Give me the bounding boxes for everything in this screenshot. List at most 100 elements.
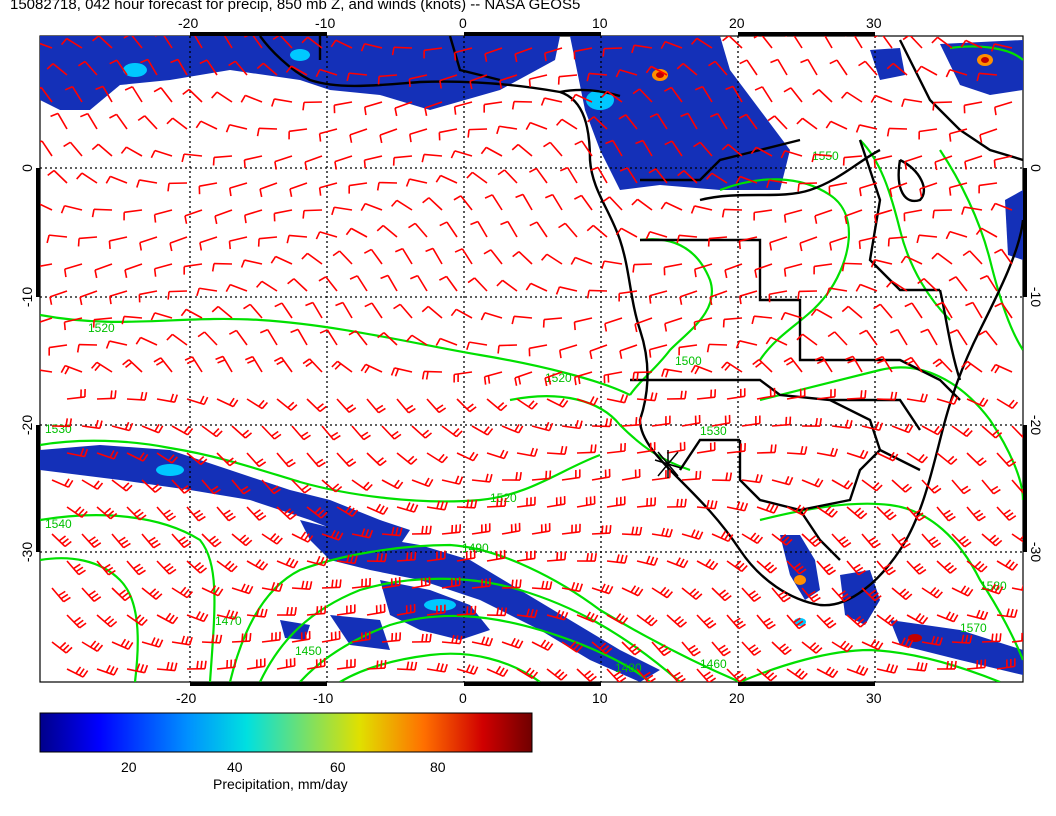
wind-barb (102, 86, 113, 103)
wind-barb (378, 74, 398, 78)
wind-barb-flag (270, 256, 277, 264)
wind-barb-flag (199, 395, 205, 404)
wind-barb-flag (690, 365, 696, 373)
wind-barb-flag (804, 446, 808, 455)
wind-barb-flag (540, 639, 547, 647)
wind-barb-flag (810, 593, 819, 600)
wind-barb-flag (210, 485, 219, 492)
wind-barb-flag (948, 187, 952, 196)
wind-barb (246, 506, 260, 521)
wind-barb-flag (995, 539, 1003, 547)
wind-barb (139, 290, 158, 296)
wind-barb-flag (213, 586, 220, 595)
wind-barb-flag (570, 257, 576, 265)
wind-barb-flag (948, 276, 957, 282)
wind-barb-flag (73, 616, 81, 623)
wind-barb (309, 358, 323, 373)
wind-barb-flag (855, 284, 861, 292)
wind-barb-flag (197, 331, 206, 338)
wind-barb (771, 641, 786, 656)
wind-barb-flag (680, 498, 683, 507)
wind-barb-flag (331, 360, 339, 368)
wind-barb (456, 398, 471, 413)
wind-barb-flag (813, 596, 821, 603)
wind-barb-flag (368, 529, 374, 538)
wind-barb (919, 182, 938, 190)
wind-barb-flag (753, 534, 760, 542)
wind-barb-flag (628, 643, 636, 650)
wind-barb-flag (391, 526, 395, 536)
wind-barb (432, 248, 443, 265)
wind-barb-flag (995, 432, 1003, 439)
wind-barb-flag (435, 338, 441, 346)
wind-barb-flag (128, 422, 134, 431)
wind-barb (154, 149, 173, 157)
wind-barb-flag (863, 667, 869, 676)
wind-barb-flag (179, 586, 187, 594)
wind-barb (288, 234, 308, 238)
wind-barb (186, 398, 205, 406)
wind-barb-flag (429, 633, 432, 642)
wind-barb-flag (69, 418, 73, 427)
wind-barb (276, 506, 291, 520)
wind-barb-flag (305, 361, 313, 368)
wind-barb (621, 533, 641, 536)
contour-label: 1490 (462, 541, 489, 555)
wind-barb-flag (229, 610, 235, 619)
wind-barb (619, 344, 638, 352)
wind-barb-flag (410, 551, 413, 561)
wind-barb-flag (290, 606, 293, 616)
wind-barb-flag (796, 117, 804, 125)
wind-barb-flag (63, 596, 71, 603)
precip-small-2 (330, 615, 390, 650)
wind-barb (49, 234, 68, 238)
wind-barb-flag (244, 432, 253, 439)
wind-barb (81, 172, 98, 184)
wind-barb (516, 557, 535, 562)
wind-barb-flag (258, 514, 267, 521)
wind-barb (306, 612, 326, 616)
wind-barb-flag (467, 129, 470, 138)
wind-barb-flag (905, 593, 913, 601)
wind-barb (891, 641, 910, 649)
wind-barb-flag (79, 622, 87, 629)
wind-barb-flag (586, 672, 594, 680)
wind-barb-flag (315, 458, 324, 465)
wind-barb-flag (79, 448, 85, 457)
wind-barb-flag (136, 663, 141, 672)
wind-barb-flag (273, 488, 282, 495)
wind-barb-flag (946, 660, 949, 670)
wind-barb-flag (77, 60, 86, 67)
wind-barb-flag (211, 634, 215, 643)
wind-barb (996, 452, 1010, 467)
wind-barb (281, 302, 293, 319)
wind-barb-flag (259, 188, 263, 198)
wind-barb-flag (377, 332, 385, 339)
wind-barb-flag (826, 619, 834, 626)
wind-barb (396, 506, 415, 513)
wind-barb (416, 275, 428, 292)
wind-barb (401, 248, 413, 265)
wind-barb (576, 668, 591, 682)
wind-barb-flag (259, 328, 268, 334)
wind-barb-flag (960, 585, 967, 593)
wind-barb (426, 452, 443, 464)
wind-barb (126, 506, 141, 521)
wind-barb-flag (49, 296, 53, 305)
wind-barb (109, 175, 128, 184)
wind-barb (293, 278, 308, 292)
wind-barb-flag (391, 47, 395, 56)
wind-barb (786, 506, 804, 516)
wind-barb (244, 155, 263, 161)
wind-barb-flag (436, 662, 441, 671)
wind-barb-flag (976, 73, 980, 82)
wind-barb-flag (113, 451, 119, 460)
wind-barb-flag (496, 279, 504, 287)
wind-barb (681, 587, 697, 600)
wind-barb-flag (544, 421, 550, 430)
wind-barb-flag (379, 134, 383, 144)
wind-barb-flag (605, 647, 613, 655)
wind-barb-flag (450, 150, 456, 159)
wind-barb-flag (453, 195, 462, 201)
wind-barb (128, 359, 143, 373)
